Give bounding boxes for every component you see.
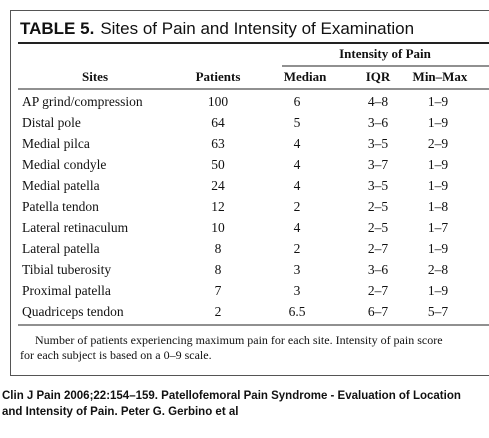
site-cell: Patella tendon	[22, 199, 99, 214]
value-cell: 12	[211, 199, 225, 214]
citation: and Intensity of Pain. Peter G. Gerbino …	[2, 406, 238, 418]
value-cell: 63	[211, 136, 225, 151]
value-cell: 8	[215, 262, 222, 277]
site-cell: Proximal patella	[22, 283, 111, 298]
value-cell: 1–9	[428, 178, 449, 193]
site-cell: Distal pole	[22, 115, 81, 130]
value-cell: 24	[211, 178, 225, 193]
value-cell: 2–7	[368, 241, 389, 256]
value-cell: 5–7	[428, 304, 449, 319]
footnote: Number of patients experiencing maximum …	[35, 333, 443, 347]
column-header: IQR	[366, 69, 391, 84]
value-cell: 6	[294, 94, 301, 109]
site-cell: AP grind/compression	[22, 94, 143, 109]
column-header: Median	[284, 69, 327, 84]
value-cell: 1–9	[428, 115, 449, 130]
value-cell: 8	[215, 241, 222, 256]
value-cell: 3	[294, 262, 301, 277]
footnote: for each subject is based on a 0–9 scale…	[20, 348, 212, 362]
value-cell: 4	[294, 157, 301, 172]
site-cell: Medial pilca	[22, 136, 90, 151]
value-cell: 3–5	[368, 178, 389, 193]
site-cell: Lateral retinaculum	[22, 220, 129, 235]
value-cell: 6.5	[289, 304, 306, 319]
value-cell: 2–9	[428, 136, 449, 151]
citation: Clin J Pain 2006;22:154–159. Patellofemo…	[2, 390, 461, 402]
value-cell: 4	[294, 178, 301, 193]
value-cell: 100	[208, 94, 229, 109]
value-cell: 1–9	[428, 94, 449, 109]
site-cell: Medial condyle	[22, 157, 106, 172]
value-cell: 1–7	[428, 220, 449, 235]
value-cell: 2–8	[428, 262, 449, 277]
value-cell: 3	[294, 283, 301, 298]
group-header: Intensity of Pain	[339, 46, 432, 61]
title-text: Sites of Pain and Intensity of Examinati…	[100, 19, 414, 38]
value-cell: 4–8	[368, 94, 389, 109]
value-cell: 2	[294, 199, 301, 214]
value-cell: 50	[211, 157, 225, 172]
value-cell: 3–6	[368, 262, 389, 277]
site-cell: Tibial tuberosity	[22, 262, 111, 277]
value-cell: 3–5	[368, 136, 389, 151]
value-cell: 2–5	[368, 220, 389, 235]
table-frame	[10, 10, 489, 376]
site-cell: Lateral patella	[22, 241, 100, 256]
value-cell: 10	[211, 220, 225, 235]
table-title: TABLE 5. Sites of Pain and Intensity of E…	[20, 19, 414, 38]
value-cell: 5	[294, 115, 301, 130]
value-cell: 4	[294, 220, 301, 235]
value-cell: 64	[211, 115, 225, 130]
site-cell: Medial patella	[22, 178, 100, 193]
value-cell: 1–9	[428, 157, 449, 172]
value-cell: 4	[294, 136, 301, 151]
column-header: Min–Max	[413, 69, 468, 84]
value-cell: 1–9	[428, 241, 449, 256]
site-cell: Quadriceps tendon	[22, 304, 124, 319]
value-cell: 1–9	[428, 283, 449, 298]
value-cell: 2–5	[368, 199, 389, 214]
value-cell: 2	[294, 241, 301, 256]
value-cell: 1–8	[428, 199, 449, 214]
value-cell: 6–7	[368, 304, 389, 319]
value-cell: 3–7	[368, 157, 389, 172]
value-cell: 2	[215, 304, 222, 319]
value-cell: 2–7	[368, 283, 389, 298]
title-label: TABLE 5.	[20, 19, 94, 38]
value-cell: 7	[215, 283, 222, 298]
value-cell: 3–6	[368, 115, 389, 130]
column-header: Sites	[82, 69, 108, 84]
column-header: Patients	[196, 69, 241, 84]
